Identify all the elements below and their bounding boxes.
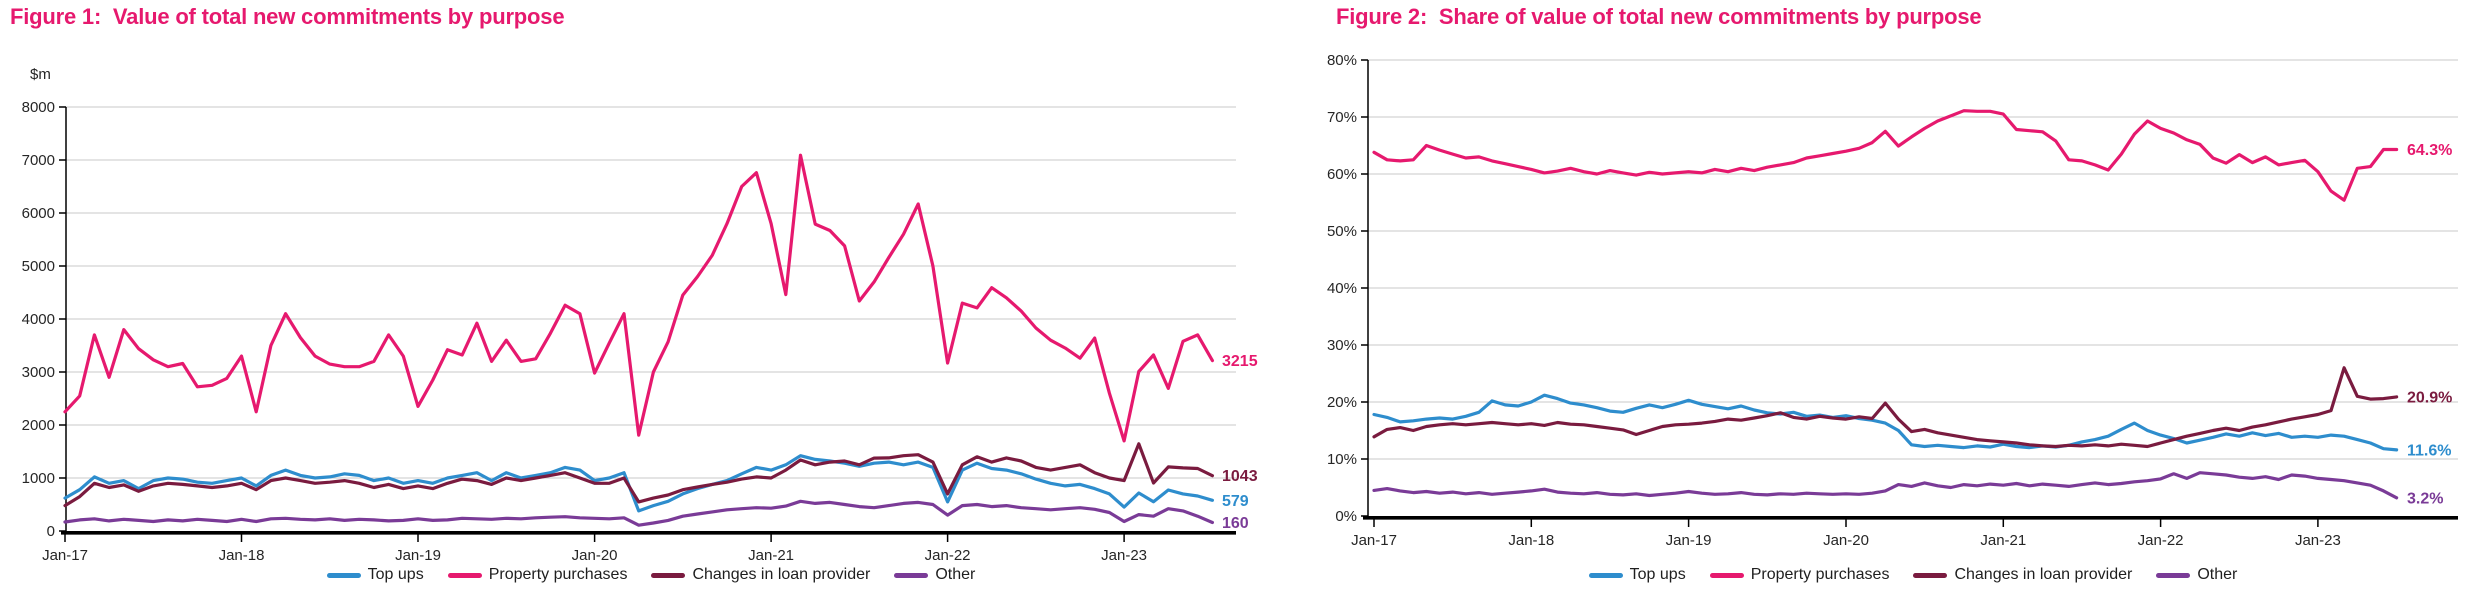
figure1-y-axis-unit: $m [30,66,51,83]
legend-label: Changes in loan provider [1954,566,2133,583]
legend-label: Top ups [367,566,424,583]
y-axis-tick-label: 60% [1327,166,1357,183]
y-axis-tick-label: 10% [1327,451,1357,468]
figure1-title: Figure 1: Value of total new commitments… [10,4,565,29]
legend-item-property-purchases: Property purchases [447,566,628,584]
x-axis-tick-label: Jan-18 [219,547,265,564]
figure2-title: Figure 2: Share of value of total new co… [1336,4,1982,29]
series-end-label: 64.3% [2407,142,2452,159]
series-line-top-ups [63,454,1215,513]
x-axis-tick-label: Jan-21 [748,547,794,564]
series-end-label: 3.2% [2407,490,2443,507]
legend-label: Changes in loan provider [692,566,871,583]
legend-item-other: Other [894,566,975,584]
y-axis-tick-label: 3000 [22,364,55,381]
figure1-legend: Top ups Property purchases Changes in lo… [66,566,1236,584]
y-axis-tick-label: 80% [1327,52,1357,69]
legend-label: Other [935,566,976,583]
x-axis-tick-label: Jan-20 [1823,532,1869,549]
property-purchases-line-swatch-icon [447,572,482,578]
figure2-line-chart: 0% 10% 20% 30% 40% 50% 60% 70% 80% Jan-17 Jan-18 Ja… [1327,52,2458,549]
changes-in-loan-provider-line-swatch-icon [651,572,686,578]
y-axis-tick-label: 70% [1327,109,1357,126]
y-axis-tick-label: 0% [1335,508,1357,525]
legend-label: Property purchases [488,566,628,583]
series-line-property-purchases [63,153,1215,443]
x-axis-tick-label: Jan-17 [1351,532,1397,549]
figure1-line-chart: 0 1000 2000 3000 4000 5000 6000 7000 8000 Jan-17 J… [22,99,1258,564]
legend-label: Top ups [1629,566,1686,583]
figure2-legend: Top ups Property purchases Changes in lo… [1368,566,2458,584]
other-line-swatch-icon [894,572,929,578]
legend-item-other: Other [2156,566,2237,584]
x-axis-tick-label: Jan-22 [2138,532,2184,549]
series-end-label: 579 [1222,493,1249,510]
x-axis-tick-label: Jan-21 [1980,532,2026,549]
series-end-label: 160 [1222,515,1249,532]
y-axis-tick-label: 5000 [22,258,55,275]
y-axis-tick-label: 50% [1327,223,1357,240]
y-axis-tick-label: 4000 [22,311,55,328]
changes-in-loan-provider-line-swatch-icon [1913,572,1948,578]
series-end-label: 1043 [1222,468,1258,485]
y-axis-tick-label: 30% [1327,337,1357,354]
series-line-other [63,499,1215,527]
series-line-changes-in-loan-provider [1372,366,2399,449]
legend-item-changes-in-loan-provider: Changes in loan provider [651,566,870,584]
series-end-label: 20.9% [2407,389,2452,406]
x-axis-tick-label: Jan-19 [395,547,441,564]
x-axis-tick-label: Jan-23 [1101,547,1147,564]
x-axis-tick-label: Jan-20 [572,547,618,564]
series-end-label: 3215 [1222,353,1258,370]
x-axis-tick-label: Jan-22 [925,547,971,564]
top-ups-line-swatch-icon [326,572,361,578]
y-axis-tick-label: 20% [1327,394,1357,411]
series-line-other [1372,471,2399,500]
x-axis-tick-label: Jan-19 [1666,532,1712,549]
top-ups-line-swatch-icon [1588,572,1623,578]
legend-item-top-ups: Top ups [1588,566,1686,584]
legend-item-property-purchases: Property purchases [1709,566,1890,584]
legend-label: Other [2197,566,2238,583]
series-line-changes-in-loan-provider [63,442,1215,508]
y-axis-tick-label: 6000 [22,205,55,222]
y-axis-tick-label: 0 [47,523,55,540]
legend-item-changes-in-loan-provider: Changes in loan provider [1913,566,2132,584]
y-axis-tick-label: 2000 [22,417,55,434]
y-axis-tick-label: 7000 [22,152,55,169]
x-axis-tick-label: Jan-23 [2295,532,2341,549]
y-axis-tick-label: 8000 [22,99,55,116]
series-line-property-purchases [1372,109,2399,202]
x-axis-tick-label: Jan-17 [42,547,88,564]
property-purchases-line-swatch-icon [1709,572,1744,578]
y-axis-tick-label: 40% [1327,280,1357,297]
other-line-swatch-icon [2156,572,2191,578]
y-axis-tick-label: 1000 [22,470,55,487]
x-axis-tick-label: Jan-18 [1508,532,1554,549]
series-end-label: 11.6% [2407,442,2451,459]
legend-item-top-ups: Top ups [326,566,424,584]
legend-label: Property purchases [1750,566,1890,583]
series-line-top-ups [1372,393,2399,452]
